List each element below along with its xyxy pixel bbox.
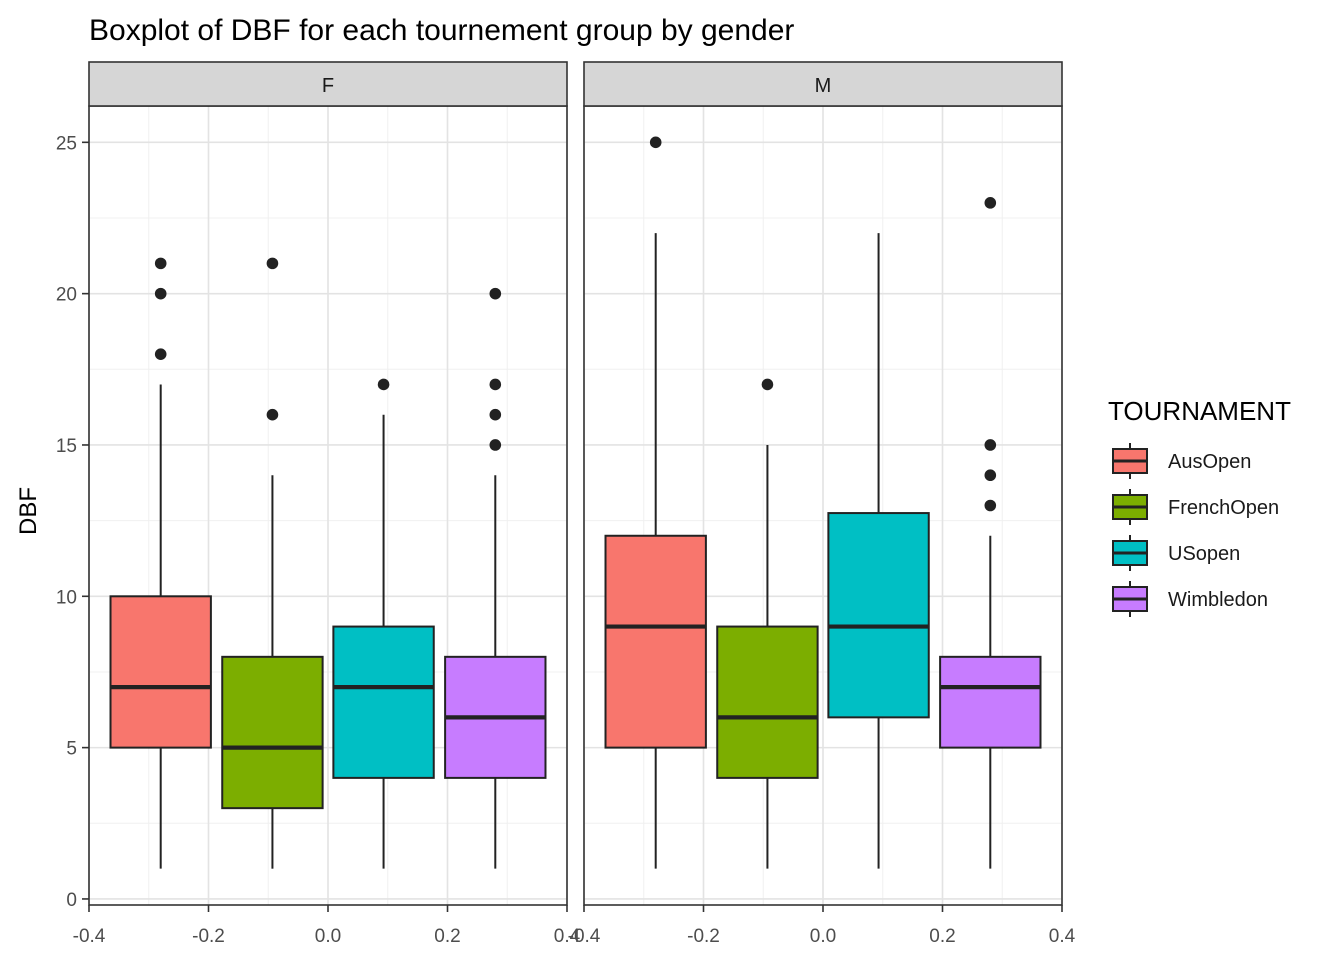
facet-strip-label: M <box>815 75 832 97</box>
x-tick-label: 0.4 <box>1049 926 1076 947</box>
box-iqr <box>827 512 930 719</box>
legend-item-label: USopen <box>1168 543 1240 565</box>
box-iqr <box>221 655 324 810</box>
outlier-point <box>489 439 502 451</box>
legend-item-wimbledon: Wimbledon <box>1112 581 1268 617</box>
x-tick-label: 0.2 <box>929 926 955 947</box>
box-ausopen <box>109 257 212 869</box>
outlier-point <box>984 499 997 512</box>
y-tick-label: 25 <box>56 133 77 154</box>
outlier-point <box>984 439 997 451</box>
x-tick-label: -0.2 <box>192 926 225 947</box>
box-iqr <box>939 655 1042 749</box>
outlier-point <box>984 469 997 482</box>
y-axis-label: DBF <box>15 487 42 535</box>
outlier-point <box>489 287 502 300</box>
outlier-point <box>489 408 502 421</box>
y-tick-label: 0 <box>66 890 77 911</box>
outlier-point <box>649 136 662 149</box>
panel-F: F -0.4 -0.2 0.0 0.2 0.4 0 5 10 15 20 25 <box>56 61 581 947</box>
legend-title: TOURNAMENT <box>1108 396 1291 426</box>
x-tick-label: -0.4 <box>73 926 106 947</box>
box-usopen <box>332 378 435 869</box>
outlier-point <box>154 287 167 300</box>
legend-item-frenchopen: FrenchOpen <box>1112 489 1279 525</box>
legend-item-ausopen: AusOpen <box>1112 443 1251 479</box>
box-iqr <box>716 625 819 779</box>
box-usopen <box>827 233 930 869</box>
legend-item-label: AusOpen <box>1168 451 1251 473</box>
facet-strip <box>583 61 1063 107</box>
legend-item-label: FrenchOpen <box>1168 497 1279 519</box>
outlier-point <box>154 348 167 360</box>
outlier-point <box>266 408 279 421</box>
x-tick-label: 0.2 <box>434 926 460 947</box>
outlier-point <box>489 378 502 391</box>
x-tick-label: -0.4 <box>568 926 601 947</box>
box-iqr <box>604 534 707 749</box>
outlier-point <box>377 378 390 391</box>
panel-M: M -0.4 -0.2 0.0 0.2 0.4 <box>568 61 1076 947</box>
outlier-point <box>154 257 167 270</box>
facet-strip-label: F <box>322 75 334 97</box>
facet-strip <box>88 61 568 107</box>
outlier-point <box>761 378 774 391</box>
box-wimbledon <box>444 287 547 869</box>
y-tick-label: 5 <box>66 739 77 760</box>
y-tick-label: 10 <box>56 587 77 608</box>
facet-panels: F -0.4 -0.2 0.0 0.2 0.4 0 5 10 15 20 25 M -0.4 -0.2 0.0… <box>56 61 1076 947</box>
box-iqr <box>332 625 435 779</box>
x-tick-label: -0.2 <box>687 926 720 947</box>
box-frenchopen <box>716 378 819 869</box>
box-wimbledon <box>939 197 1042 869</box>
outlier-point <box>266 257 279 270</box>
outlier-point <box>984 197 997 209</box>
box-frenchopen <box>221 257 324 869</box>
legend: TOURNAMENT AusOpen FrenchOpen USopen Wimble… <box>1108 396 1291 617</box>
box-ausopen <box>604 136 707 869</box>
x-tick-label: 0.0 <box>810 926 836 947</box>
x-tick-label: 0.4 <box>554 926 581 947</box>
chart-title: Boxplot of DBF for each tournement group… <box>89 14 794 47</box>
y-tick-label: 20 <box>56 285 77 306</box>
box-iqr <box>109 595 212 749</box>
legend-item-usopen: USopen <box>1112 535 1240 571</box>
legend-item-label: Wimbledon <box>1168 589 1268 611</box>
y-tick-label: 15 <box>56 436 77 457</box>
x-tick-label: 0.0 <box>315 926 341 947</box>
